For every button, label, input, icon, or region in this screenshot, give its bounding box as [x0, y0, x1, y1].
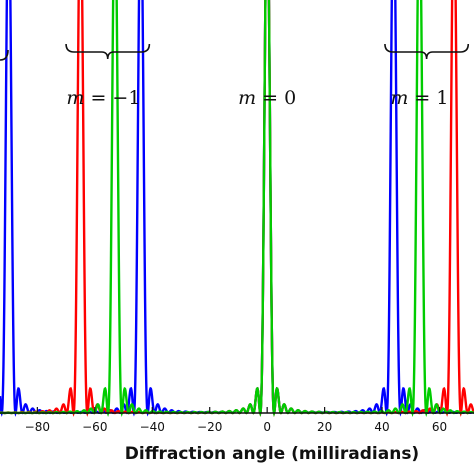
x-tick-label: −60: [82, 420, 107, 434]
x-axis-title: Diffraction angle (milliradians): [125, 444, 419, 464]
series-line-1: [0, 0, 474, 417]
order-label-1: m = 0: [238, 87, 296, 109]
x-tick-label: −40: [140, 420, 165, 434]
x-tick-label: 20: [317, 420, 332, 434]
x-tick-label: −80: [25, 420, 50, 434]
order-labels: m = −1 m = 0 m = 1: [66, 87, 448, 109]
x-axis-ticks: −80 −60 −40 −20 0 20 40 60: [25, 407, 447, 434]
x-tick-label: 0: [263, 420, 271, 434]
spectrum-curves: [0, 0, 474, 417]
order-braces: [0, 43, 470, 61]
x-tick-label: −20: [197, 420, 222, 434]
x-tick-label: 40: [374, 420, 389, 434]
order-brace: [65, 43, 151, 60]
order-brace: [384, 43, 470, 60]
order-label-0: m = −1: [66, 87, 140, 109]
order-brace: [0, 49, 9, 61]
order-label-2: m = 1: [390, 87, 448, 109]
x-tick-label: 60: [432, 420, 447, 434]
series-line-0: [0, 0, 474, 417]
series-line-2: [0, 0, 474, 417]
